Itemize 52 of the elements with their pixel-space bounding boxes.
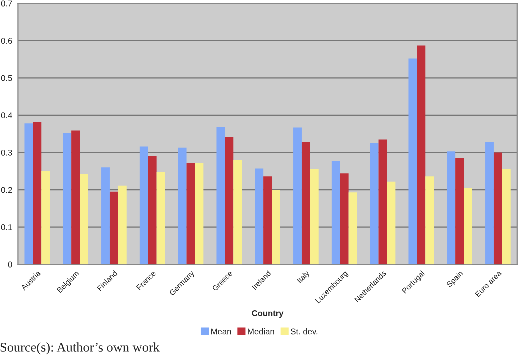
bar [494,152,502,265]
bar [464,188,472,265]
bar [225,137,234,265]
bar [178,148,187,265]
bar [264,176,272,265]
bar [417,46,426,265]
bar [294,128,302,265]
bar [310,170,319,265]
bar [302,142,310,265]
bar [370,143,379,265]
bar [63,132,72,265]
y-tick-label: 0 [8,262,12,268]
bar [140,146,148,265]
bar [110,192,118,265]
bar [24,124,34,265]
bar [156,172,166,265]
bar [426,176,434,265]
bar [387,182,396,265]
bar [456,158,464,265]
source-note: Source(s): Author’s own work [0,342,160,355]
bar [186,163,196,265]
y-tick-label: 0.5 [1,75,12,82]
bar [195,163,204,265]
bar [216,127,226,265]
bar [72,130,80,265]
bar [486,142,494,265]
bar [42,171,50,265]
legend-label: Mean [212,328,232,335]
y-tick-label: 0.1 [1,224,12,230]
bar [272,190,280,265]
bar [33,122,42,265]
bar [255,168,264,265]
y-tick-label: 0.6 [1,38,12,44]
bar [447,152,456,265]
bar [378,140,388,265]
bar [234,160,242,265]
bar [408,58,418,265]
bar [118,186,127,265]
y-tick-label: 0.7 [1,0,12,7]
bar [502,170,511,265]
bar [80,174,88,265]
bar [148,156,157,265]
bar [102,168,110,265]
bar [348,192,358,265]
bar [340,174,349,265]
legend-label: Median [248,328,274,335]
y-tick-label: 0.3 [1,150,12,156]
y-tick-label: 0.4 [1,112,12,119]
bar [332,161,340,265]
y-tick-label: 0.2 [1,187,12,194]
x-axis-title: Country [252,310,284,318]
legend-label: St. dev. [291,328,318,335]
